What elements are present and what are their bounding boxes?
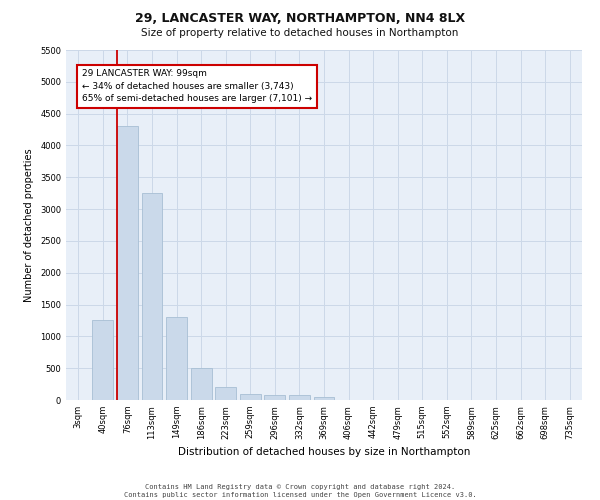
Bar [240,394,261,400]
Text: Contains HM Land Registry data © Crown copyright and database right 2024.
Contai: Contains HM Land Registry data © Crown c… [124,484,476,498]
Bar [289,395,310,400]
Text: Size of property relative to detached houses in Northampton: Size of property relative to detached ho… [142,28,458,38]
Text: 29, LANCASTER WAY, NORTHAMPTON, NN4 8LX: 29, LANCASTER WAY, NORTHAMPTON, NN4 8LX [135,12,465,26]
X-axis label: Distribution of detached houses by size in Northampton: Distribution of detached houses by size … [178,447,470,457]
Bar [191,368,212,400]
Text: 29 LANCASTER WAY: 99sqm
← 34% of detached houses are smaller (3,743)
65% of semi: 29 LANCASTER WAY: 99sqm ← 34% of detache… [82,69,312,103]
Bar [314,397,334,400]
Bar [166,318,187,400]
Bar [92,320,113,400]
Bar [142,193,163,400]
Bar [215,388,236,400]
Y-axis label: Number of detached properties: Number of detached properties [25,148,34,302]
Bar [117,126,138,400]
Bar [265,395,286,400]
